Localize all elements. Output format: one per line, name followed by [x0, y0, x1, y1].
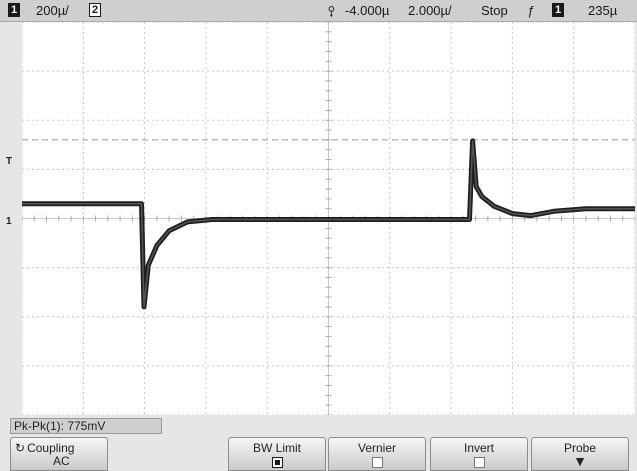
vernier-label: Vernier — [357, 441, 397, 455]
invert-label: Invert — [463, 441, 494, 455]
channel1-ground-marker: 1 — [6, 216, 12, 227]
trigger-position-icon: ⯱ — [328, 5, 335, 19]
trigger-source-badge: 1 — [552, 3, 564, 17]
vernier-checkbox[interactable] — [371, 457, 383, 468]
run-state: Stop — [481, 3, 508, 18]
coupling-softkey[interactable]: ↻ Coupling AC — [10, 437, 108, 471]
probe-label: Probe — [563, 441, 597, 455]
probe-softkey[interactable]: Probe ▼ — [531, 437, 629, 471]
timebase-scale: 2.000µ/ — [408, 3, 452, 18]
bw-limit-label: BW Limit — [253, 441, 301, 455]
coupling-label: Coupling — [27, 441, 75, 455]
rising-edge-icon: ƒ — [527, 3, 535, 18]
trigger-level: 235µ — [588, 3, 618, 18]
trigger-level-marker: T — [6, 156, 13, 167]
waveform-trace-highlight — [22, 140, 635, 308]
bw-limit-checkbox[interactable] — [271, 457, 283, 468]
waveform-graticule — [22, 22, 635, 415]
rotate-icon: ↻ — [15, 441, 26, 455]
channel2-badge[interactable]: 2 — [89, 3, 101, 17]
measurement-readout: Pk-Pk(1): 775mV — [10, 418, 162, 434]
status-bar: 1 200µ/ 2 ⯱ -4.000µ 2.000µ/ Stop ƒ 1 235… — [0, 0, 637, 22]
channel1-badge[interactable]: 1 — [8, 3, 20, 17]
horizontal-delay: -4.000µ — [345, 3, 390, 18]
vernier-softkey[interactable]: Vernier — [328, 437, 426, 471]
channel1-scale: 200µ/ — [36, 3, 69, 18]
bw-limit-softkey[interactable]: BW Limit — [228, 437, 326, 471]
down-arrow-icon: ▼ — [573, 453, 587, 469]
coupling-value: AC — [53, 454, 70, 468]
invert-checkbox[interactable] — [473, 457, 485, 468]
invert-softkey[interactable]: Invert — [430, 437, 528, 471]
waveform-display[interactable] — [22, 22, 635, 415]
